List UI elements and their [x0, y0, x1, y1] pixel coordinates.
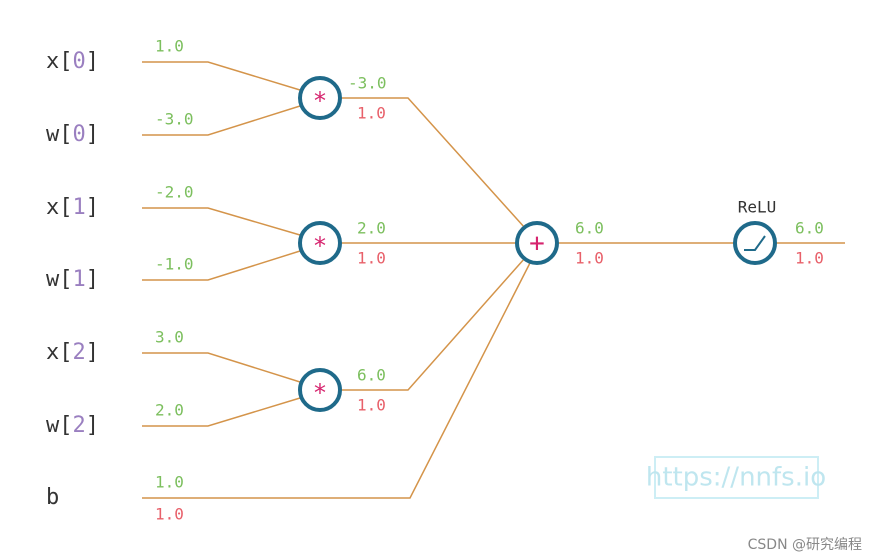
forward-value: 2.0 — [357, 219, 386, 238]
input-label: w[2] — [46, 413, 99, 438]
forward-value: -3.0 — [155, 110, 194, 129]
gradient-value: 1.0 — [155, 505, 184, 524]
input-label-part: 1 — [73, 195, 86, 220]
input-label-part: x[ — [46, 49, 73, 74]
input-label-part: 2 — [73, 340, 86, 365]
sum-node — [515, 221, 559, 265]
forward-value: 3.0 — [155, 328, 184, 347]
operator: * — [313, 379, 327, 407]
input-label-part: x[ — [46, 340, 73, 365]
watermark: https://nnfs.io — [646, 463, 826, 493]
input-label-part: 0 — [73, 122, 86, 147]
input-label-part: ] — [86, 413, 99, 438]
gradient-value: 1.0 — [357, 104, 386, 123]
edge — [142, 61, 301, 91]
input-label: w[0] — [46, 122, 99, 147]
input-label-part: 2 — [73, 413, 86, 438]
edge — [340, 97, 526, 229]
relu-node — [733, 221, 777, 265]
input-label-part: ] — [86, 195, 99, 220]
multiply-node — [298, 368, 342, 412]
gradient-value: 1.0 — [357, 396, 386, 415]
forward-value: 1.0 — [155, 473, 184, 492]
input-label-part: 0 — [73, 49, 86, 74]
forward-value: -2.0 — [155, 183, 194, 202]
input-label: b — [46, 485, 59, 510]
edge — [142, 260, 532, 499]
relu-label: ReLU — [738, 198, 777, 217]
input-label-part: ] — [86, 122, 99, 147]
edge — [340, 257, 526, 391]
relu-icon — [744, 235, 766, 251]
forward-value: -3.0 — [348, 74, 387, 93]
gradient-value: 1.0 — [357, 249, 386, 268]
input-label: x[2] — [46, 340, 99, 365]
multiply-node — [298, 221, 342, 265]
operator: + — [529, 229, 545, 259]
input-label-part: x[ — [46, 195, 73, 220]
input-label-part: w[ — [46, 413, 73, 438]
edge — [142, 207, 301, 236]
gradient-value: 1.0 — [575, 249, 604, 268]
forward-value: 1.0 — [155, 37, 184, 56]
forward-value: 2.0 — [155, 401, 184, 420]
input-label: x[0] — [46, 49, 99, 74]
input-label-part: ] — [86, 340, 99, 365]
forward-value: -1.0 — [155, 255, 194, 274]
watermark-box — [654, 456, 819, 499]
operator: * — [313, 87, 327, 115]
multiply-node — [298, 76, 342, 120]
input-label-part: b — [46, 485, 59, 510]
input-label-part: 1 — [73, 267, 86, 292]
input-label: w[1] — [46, 267, 99, 292]
forward-value: 6.0 — [357, 366, 386, 385]
credit: CSDN @研究编程 — [748, 537, 862, 553]
forward-value: 6.0 — [795, 219, 824, 238]
input-label-part: w[ — [46, 267, 73, 292]
operator: * — [313, 232, 327, 260]
forward-value: 6.0 — [575, 219, 604, 238]
input-label-part: ] — [86, 49, 99, 74]
input-label-part: ] — [86, 267, 99, 292]
input-label: x[1] — [46, 195, 99, 220]
edge — [142, 352, 301, 383]
edge — [142, 397, 301, 427]
edge — [142, 250, 301, 281]
gradient-value: 1.0 — [795, 249, 824, 268]
edge — [142, 105, 301, 136]
input-label-part: w[ — [46, 122, 73, 147]
